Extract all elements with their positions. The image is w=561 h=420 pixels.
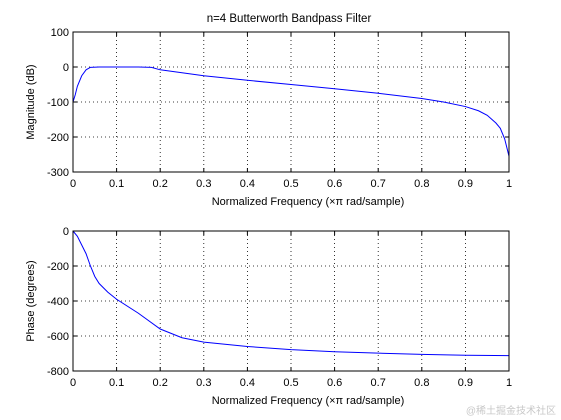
phase-xtick-label: 0.5 (283, 377, 298, 389)
mag-xtick-label: 1 (506, 178, 512, 190)
mag-xtick-label: 0.2 (153, 178, 168, 190)
phase-ytick-label: -400 (47, 296, 69, 308)
phase-xtick-label: 0.3 (196, 377, 211, 389)
mag-series-line (72, 66, 510, 157)
phase-xtick-label: 0.1 (109, 377, 124, 389)
mag-ytick-label: -200 (47, 132, 69, 144)
mag-ytick-label: -300 (47, 167, 69, 179)
phase-xtick-label: 0.4 (240, 377, 255, 389)
phase-xtick-label: 0.7 (371, 377, 386, 389)
mag-xtick-label: 0.3 (196, 178, 211, 190)
mag-ytick-label: 0 (63, 62, 69, 74)
mag-ylabel: Magnitude (dB) (25, 64, 37, 139)
phase-xtick-label: 0.2 (153, 377, 168, 389)
chart-title: n=4 Butterworth Bandpass Filter (207, 13, 372, 25)
phase-xtick-label: 0.6 (327, 377, 342, 389)
mag-xtick-label: 0.7 (371, 178, 386, 190)
mag-xtick-label: 0.9 (458, 178, 473, 190)
magnitude-plot: 0 0.1 0.2 0.3 0.4 0.5 0.6 0.7 0.8 0.9 1 -300 -200 -10… (25, 27, 512, 208)
mag-ytick-label: -100 (47, 97, 69, 109)
phase-ytick-label: -800 (47, 366, 69, 378)
mag-xtick-label: 0.4 (240, 178, 255, 190)
phase-ylabel: Phase (degrees) (25, 260, 37, 341)
phase-xtick-label: 0 (70, 377, 76, 389)
mag-xtick-label: 0.8 (414, 178, 429, 190)
phase-xtick-label: 1 (506, 377, 512, 389)
phase-xtick-label: 0.8 (414, 377, 429, 389)
phase-ytick-label: -600 (47, 331, 69, 343)
mag-xtick-label: 0.5 (283, 178, 298, 190)
mag-xtick-label: 0.1 (109, 178, 124, 190)
phase-series-line (72, 230, 510, 357)
mag-ytick-label: 100 (51, 27, 69, 39)
watermark: @稀土掘金技术社区 (466, 404, 556, 417)
phase-ytick-label: 0 (63, 226, 69, 238)
phase-ytick-label: -200 (47, 261, 69, 273)
mag-xtick-label: 0 (70, 178, 76, 190)
mag-xtick-label: 0.6 (327, 178, 342, 190)
mag-xlabel: Normalized Frequency (×π rad/sample) (212, 196, 405, 208)
phase-xlabel: Normalized Frequency (×π rad/sample) (212, 395, 405, 407)
phase-plot: 0 0.1 0.2 0.3 0.4 0.5 0.6 0.7 0.8 0.9 1 -800 -600 -40… (25, 226, 512, 407)
phase-xtick-label: 0.9 (458, 377, 473, 389)
